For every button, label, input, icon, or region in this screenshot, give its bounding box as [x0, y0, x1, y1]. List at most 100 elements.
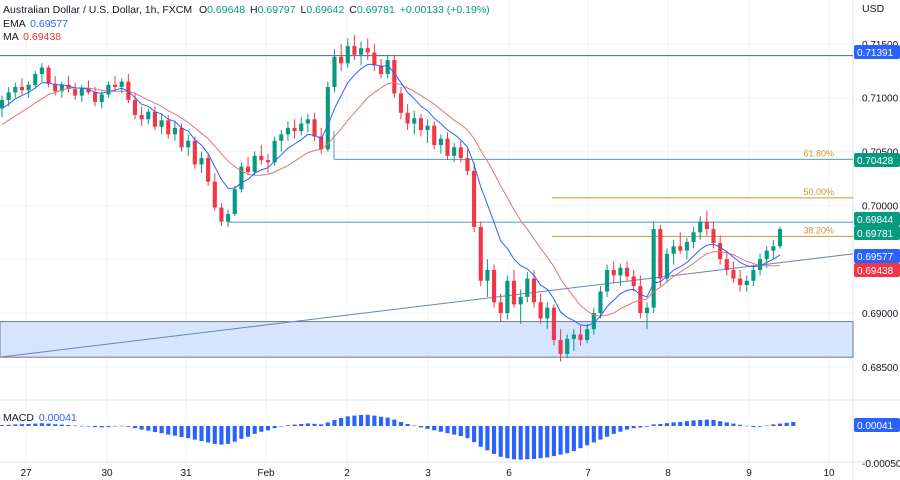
macd-bar	[26, 424, 31, 426]
candle-body	[265, 160, 271, 163]
macd-bar	[112, 426, 118, 427]
macd-bar	[199, 426, 204, 442]
macd-bar	[33, 423, 38, 426]
candle-body	[505, 280, 510, 314]
candle-body	[538, 302, 543, 319]
candle-body	[279, 134, 284, 141]
candle-body	[199, 158, 204, 165]
macd-bar	[558, 426, 563, 455]
candle-body	[19, 86, 25, 91]
candle-body	[206, 158, 211, 182]
candle-body	[33, 74, 38, 85]
price-tag	[854, 226, 900, 240]
macd-bar	[232, 426, 237, 442]
macd-value-tag	[854, 418, 900, 432]
macd-bar	[385, 417, 390, 426]
candle-body	[139, 114, 144, 120]
macd-bar	[285, 425, 290, 426]
macd-bar	[591, 426, 596, 443]
macd-bar	[19, 424, 25, 426]
macd-bar	[73, 425, 78, 427]
macd-bar	[605, 426, 610, 437]
candle-body	[445, 138, 450, 156]
macd-bar	[492, 426, 497, 454]
macd-bar	[445, 426, 450, 434]
macd-bar	[505, 426, 510, 459]
candle-body	[405, 112, 410, 124]
candle-body	[305, 119, 310, 124]
macd-bar	[551, 426, 556, 457]
ma-legend[interactable]: MA 0.69438	[3, 31, 61, 44]
candle-body	[292, 127, 297, 132]
macd-bar	[319, 424, 324, 426]
symbol-title: Australian Dollar / U.S. Dollar, 1h, FXC…	[3, 4, 193, 16]
macd-bar	[598, 426, 603, 440]
macd-bar	[93, 426, 98, 428]
ohlc-high-label: H	[250, 4, 258, 16]
candle-body	[93, 92, 98, 103]
macd-bar	[398, 422, 404, 426]
macd-bar	[498, 426, 503, 457]
candle-body	[425, 125, 430, 131]
macd-legend[interactable]: MACD 0.00041	[3, 412, 77, 425]
candle-body	[624, 267, 630, 277]
ema-legend[interactable]: EMA 0.69577	[3, 18, 68, 31]
macd-bar	[359, 415, 364, 426]
candle-body	[585, 329, 590, 340]
candle-body	[412, 118, 417, 124]
macd-bar	[239, 426, 244, 439]
ma-value: 0.69438	[23, 31, 62, 43]
macd-bar	[664, 423, 670, 426]
macd-bar	[59, 424, 64, 426]
trendline	[0, 253, 854, 358]
ohlc-close-label: C	[349, 4, 357, 16]
macd-bar	[618, 426, 623, 432]
price-tag	[854, 212, 900, 226]
macd-bar	[106, 426, 111, 428]
candle-body	[285, 127, 290, 135]
candle-body	[372, 52, 377, 66]
macd-bar	[784, 422, 789, 426]
ma-label: MA	[3, 31, 19, 43]
candle-body	[718, 243, 723, 260]
macd-bar	[392, 419, 397, 426]
x-tick-label: 7	[585, 468, 591, 479]
x-tick-label: 30	[101, 468, 113, 479]
candle-body	[591, 313, 596, 330]
macd-bar	[438, 426, 443, 432]
ohlc-high-value: 0.69797	[257, 4, 296, 16]
candle-body	[192, 140, 197, 165]
candle-body	[598, 291, 603, 314]
candle-body	[452, 147, 457, 156]
candle-body	[398, 93, 404, 113]
candle-body	[339, 56, 344, 64]
candle-body	[319, 136, 324, 150]
candle-body	[545, 307, 550, 319]
candle-body	[485, 269, 490, 281]
candle-body	[651, 229, 656, 308]
candle-body	[565, 338, 570, 354]
candle-body	[478, 226, 483, 281]
macd-bar	[678, 422, 683, 426]
candle-body	[39, 67, 44, 75]
candle-body	[66, 84, 71, 90]
candle-body	[638, 286, 643, 314]
x-tick-label: 3	[425, 468, 431, 479]
candle-body	[525, 278, 530, 297]
candle-body	[724, 259, 729, 270]
macd-bar	[478, 426, 483, 447]
macd-bar	[724, 422, 729, 426]
macd-bar	[206, 426, 211, 443]
macd-bar	[511, 426, 517, 460]
x-tick-label: 6	[506, 468, 512, 479]
ema-line	[1, 63, 781, 327]
macd-bar	[751, 426, 756, 428]
macd-bar	[79, 425, 84, 427]
macd-bar	[485, 426, 490, 451]
price-tag-label: 0.71391	[857, 48, 894, 59]
macd-bar	[565, 426, 570, 454]
x-tick-label: 8	[665, 468, 671, 479]
candle-body	[704, 221, 709, 230]
price-tag-label: 0.69844	[857, 215, 894, 226]
